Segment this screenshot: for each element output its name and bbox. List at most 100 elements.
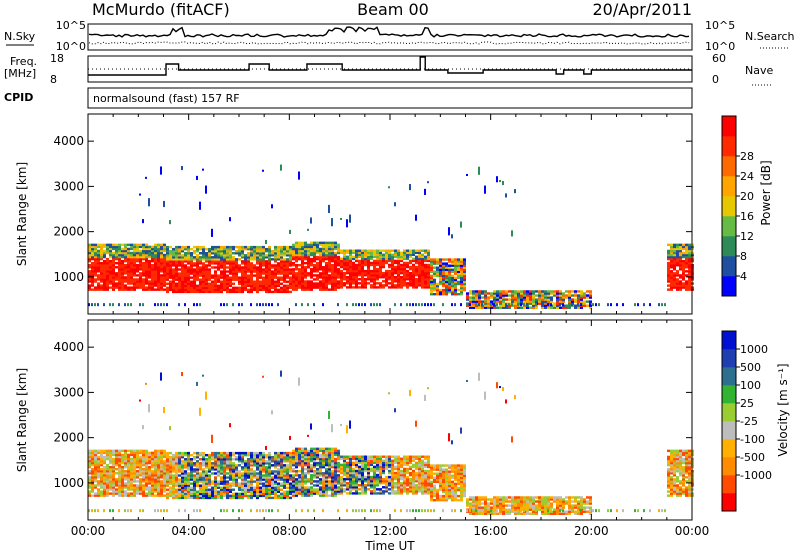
power-cell <box>118 286 121 289</box>
velocity-cell <box>316 451 319 455</box>
power-cell <box>277 264 280 267</box>
power-cell <box>310 251 313 255</box>
velocity-cell <box>94 463 97 467</box>
velocity-cell <box>322 461 325 465</box>
power-cell <box>244 245 247 249</box>
velocity-cell <box>208 466 211 469</box>
velocity-cell <box>256 486 259 489</box>
power-cell <box>427 259 430 263</box>
power-cell <box>358 255 361 259</box>
power-cell <box>493 294 496 297</box>
power-cell <box>259 258 262 261</box>
colorbar-tick-label: 20 <box>740 190 754 203</box>
velocity-cell <box>256 476 259 479</box>
velocity-cell <box>334 461 337 465</box>
power-cell <box>298 276 301 279</box>
power-cell <box>325 266 328 269</box>
power-cell <box>322 249 325 253</box>
velocity-cell <box>238 472 241 475</box>
power-cell <box>250 278 253 281</box>
velocity-cell <box>184 492 187 496</box>
power-cell <box>286 286 289 290</box>
power-cell <box>451 264 454 267</box>
velocity-cell <box>91 476 94 479</box>
velocity-cell <box>220 478 223 481</box>
power-cell <box>562 300 565 303</box>
power-cell <box>304 268 307 271</box>
power-cell <box>208 278 211 281</box>
power-cell <box>331 257 334 261</box>
power-cell <box>94 247 97 251</box>
power-cell <box>397 259 400 263</box>
power-cell <box>370 275 373 279</box>
power-cell <box>385 255 388 259</box>
power-cell <box>430 284 433 288</box>
velocity-cell <box>139 470 142 473</box>
velocity-cell <box>307 463 310 467</box>
power-cell <box>229 282 232 285</box>
power-cell <box>478 298 481 301</box>
power-cell <box>391 286 394 289</box>
power-cell <box>328 276 331 279</box>
velocity-cell <box>325 474 328 477</box>
velocity-cell <box>157 474 160 477</box>
velocity-cell <box>229 455 232 459</box>
power-cell <box>517 292 520 295</box>
power-cell <box>211 288 214 292</box>
velocity-cell <box>136 459 139 463</box>
power-cell <box>316 243 319 247</box>
power-cell <box>100 243 103 247</box>
velocity-cell <box>169 488 172 491</box>
power-cell <box>520 298 523 301</box>
power-cell <box>235 245 238 249</box>
power-cell <box>124 280 127 283</box>
power-cell <box>196 278 199 281</box>
power-cell <box>298 282 301 285</box>
power-cell <box>145 278 148 281</box>
power-cell <box>175 254 178 257</box>
velocity-cell <box>169 478 172 481</box>
power-cell <box>460 286 463 290</box>
velocity-cell <box>136 492 139 495</box>
velocity-cell <box>175 496 178 500</box>
power-cell <box>358 282 361 285</box>
power-cell <box>223 270 226 273</box>
power-cell <box>349 253 352 257</box>
power-cell <box>568 296 571 299</box>
velocity-cell <box>250 482 253 485</box>
power-cell <box>394 271 397 275</box>
velocity-cell <box>121 467 124 471</box>
power-cell <box>292 282 295 285</box>
power-cell <box>370 269 373 273</box>
power-cell <box>484 302 487 305</box>
power-cell <box>208 286 211 290</box>
power-cell <box>145 274 148 277</box>
power-cell <box>163 266 166 269</box>
power-cell <box>217 262 220 265</box>
power-cell <box>589 296 592 299</box>
power-cell <box>223 268 226 271</box>
power-cell <box>313 278 316 281</box>
power-cell <box>340 261 343 265</box>
power-cell <box>250 303 252 307</box>
velocity-cell <box>268 474 271 477</box>
power-cell <box>106 243 109 247</box>
velocity-cell <box>304 453 307 457</box>
power-cell <box>289 284 292 288</box>
power-cell <box>232 247 235 251</box>
power-cell <box>100 253 103 257</box>
velocity-cell <box>268 458 271 461</box>
velocity-cell <box>223 490 226 494</box>
power-cell <box>463 264 466 267</box>
power-cell <box>535 298 538 301</box>
power-cell <box>538 300 541 303</box>
power-cell <box>337 303 339 307</box>
velocity-cell <box>301 453 304 457</box>
velocity-cell <box>184 488 187 491</box>
power-cell <box>184 266 187 269</box>
power-cell <box>463 268 466 271</box>
velocity-cell <box>235 464 238 467</box>
velocity-cell <box>106 470 109 473</box>
power-cell <box>238 282 241 285</box>
power-cell <box>289 260 292 263</box>
